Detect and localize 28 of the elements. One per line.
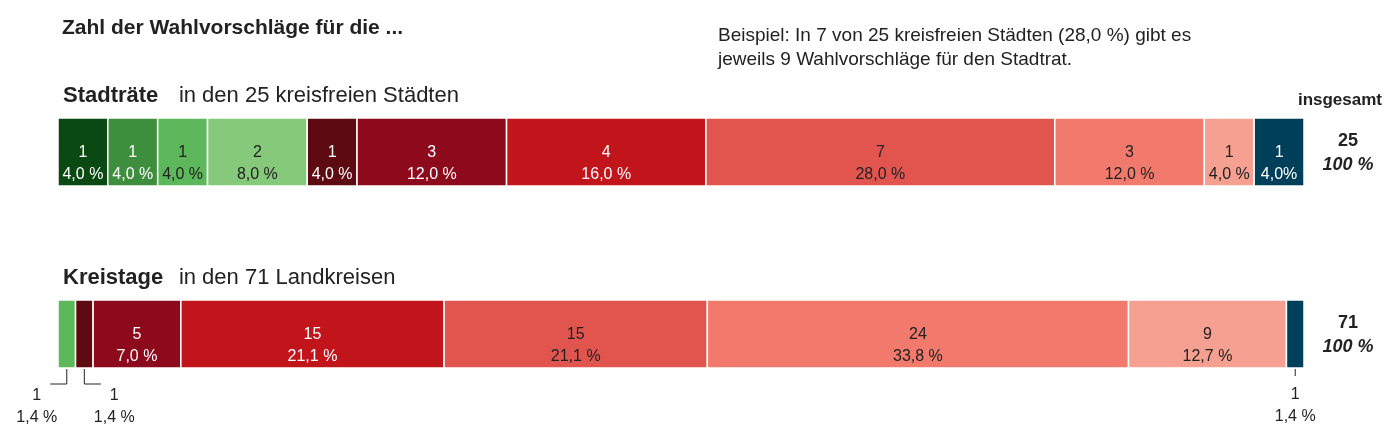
chart-title: Zahl der Wahlvorschläge für die ... [62, 15, 404, 38]
data-label: 7 28,0 % [855, 143, 906, 182]
data-label: 1 4,0 % [62, 143, 104, 182]
data-label: 1 4,0 % [311, 143, 353, 182]
text: 100 % [1322, 336, 1374, 356]
data-label: 15 21,1 % [287, 325, 338, 364]
data-label: 15 21,1 % [550, 325, 601, 364]
text: Beispiel: In 7 von 25 kreisfreien Städten (28,0 %) gibt es jeweils 9 Wahlvorschläge für den Stadtrat. [717, 24, 1192, 69]
data-label: 24 33,8 % [893, 325, 943, 364]
data-label: 9 12,7 % [1182, 325, 1233, 364]
data-label: 1 4,0 % [112, 143, 154, 182]
total-label: 25 [1337, 130, 1359, 150]
data-label: 1 4,0% [1260, 143, 1298, 182]
data-label: 4 16,0 % [581, 143, 632, 182]
data-label: 1 1,4 % [16, 386, 58, 425]
data-label: 3 12,0 % [1104, 143, 1155, 182]
chart-subtitle: Kreistage in den 71 Landkreisen [63, 264, 396, 289]
total-label: 71 [1337, 312, 1359, 332]
data-label: 3 12,0 % [406, 143, 457, 182]
data-label: 1 1,4 % [93, 386, 135, 425]
text: insgesamt [1297, 90, 1383, 109]
data-label: 5 7,0 % [116, 325, 158, 364]
text: 100 % [1322, 154, 1374, 174]
data-label: 1 4,0 % [1208, 143, 1250, 182]
chart-subtitle: Stadträte in den 25 kreisfreien Städten [63, 82, 459, 107]
data-label: 2 8,0 % [236, 143, 278, 182]
data-label: 1 4,0 % [162, 143, 204, 182]
data-label: 1 1,4 % [1274, 385, 1316, 424]
